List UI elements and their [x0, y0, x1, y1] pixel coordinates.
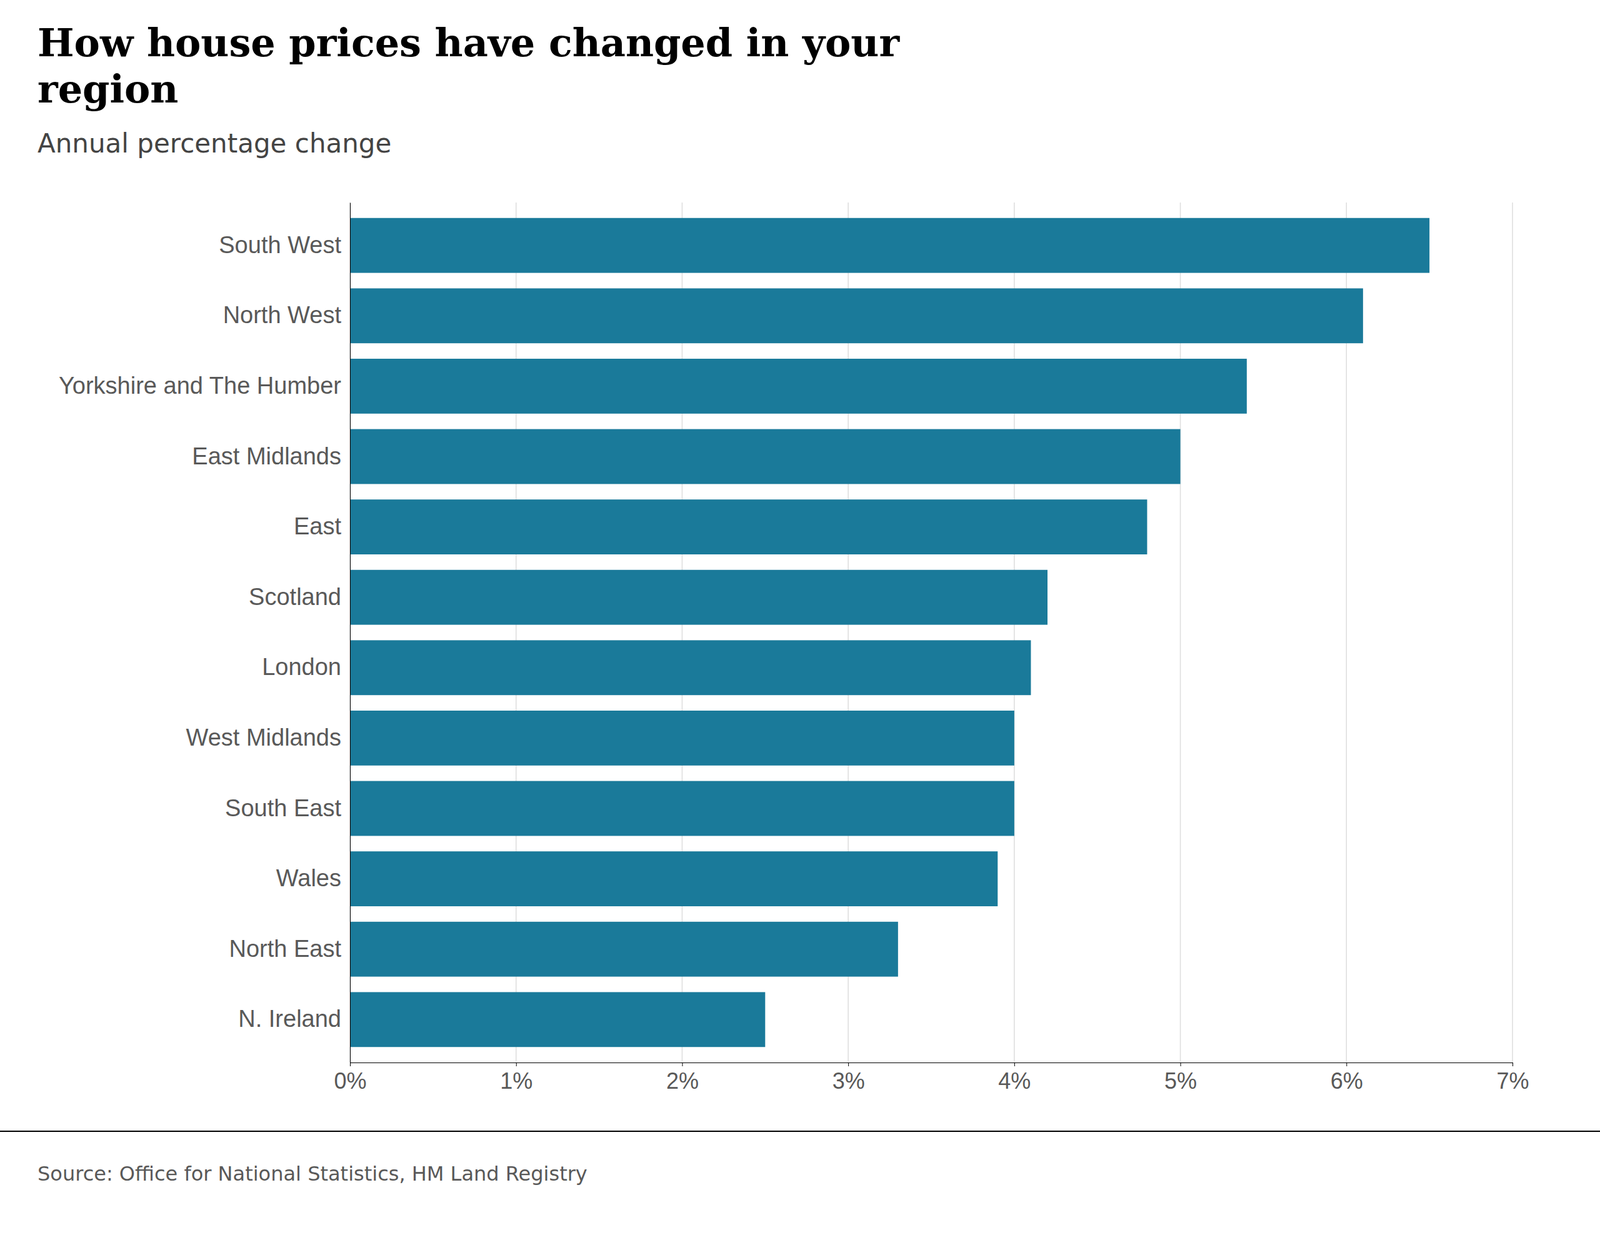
x-tick-label: 4%: [998, 1068, 1031, 1094]
y-tick-label: East: [293, 513, 342, 540]
y-tick-label: Scotland: [248, 583, 342, 610]
y-tick: N. Ireland: [238, 1005, 350, 1032]
x-tick-mark: [681, 1062, 683, 1067]
bar: [350, 781, 1015, 837]
bar: [350, 288, 1364, 344]
bar: [350, 218, 1430, 274]
y-tick-label: South West: [218, 231, 342, 259]
y-tick: West Midlands: [185, 724, 350, 751]
x-tick: 0%: [333, 1062, 367, 1094]
x-tick-label: 6%: [1330, 1068, 1364, 1094]
bars: [350, 218, 1430, 1047]
y-axis: South West North West Yorkshire and The Hu…: [58, 203, 351, 1064]
y-tick: South West: [218, 231, 350, 259]
x-tick-mark: [1512, 1062, 1514, 1067]
x-tick-mark: [1180, 1062, 1182, 1067]
y-tick-label: East Midlands: [191, 443, 342, 470]
grid-line: [1511, 202, 1514, 1063]
bar: [350, 851, 998, 907]
separator: [0, 1130, 1600, 1132]
y-tick: East: [293, 513, 350, 540]
x-tick-label: 1%: [500, 1068, 533, 1094]
y-tick: Wales: [276, 865, 350, 892]
x-axis-line: [350, 1062, 1514, 1064]
y-tick: Scotland: [248, 583, 350, 610]
x-tick-mark: [848, 1062, 849, 1067]
x-tick-label: 7%: [1496, 1068, 1529, 1094]
x-axis: 0% 1% 2% 3% 4% 5% 6% 7%: [333, 1062, 1529, 1094]
bar: [350, 570, 1048, 625]
grid: [350, 202, 1513, 1063]
y-tick: North West: [223, 301, 350, 329]
y-tick: North East: [228, 935, 350, 962]
y-tick-label: Yorkshire and The Humber: [58, 372, 342, 399]
bar: [350, 358, 1247, 414]
chart-root: How house prices have changed in yourreg…: [0, 0, 1600, 1250]
x-tick: 7%: [1496, 1062, 1529, 1094]
x-tick-mark: [350, 1062, 351, 1067]
x-tick-label: 2%: [666, 1068, 699, 1094]
bar: [350, 991, 765, 1047]
plot: 0% 1% 2% 3% 4% 5% 6% 7% South West North West York…: [58, 202, 1530, 1094]
bar: [350, 921, 899, 977]
y-tick-label: South East: [225, 795, 342, 822]
grid-line: [349, 202, 351, 1063]
x-tick-mark: [516, 1062, 517, 1067]
x-tick: 5%: [1164, 1062, 1197, 1094]
source: Source: Office for National Statistics, …: [37, 1161, 588, 1186]
x-tick-mark: [1346, 1062, 1347, 1067]
y-tick: South East: [225, 795, 350, 822]
x-tick-label: 3%: [832, 1068, 865, 1094]
bar: [350, 640, 1031, 695]
x-tick-label: 0%: [333, 1068, 367, 1094]
x-tick: 4%: [998, 1062, 1031, 1094]
x-tick: 3%: [832, 1062, 865, 1094]
y-tick: East Midlands: [191, 443, 350, 470]
subtitle: Annual percentage change: [37, 128, 392, 159]
y-tick-label: N. Ireland: [238, 1005, 342, 1032]
y-tick-label: North East: [228, 935, 342, 962]
y-tick: Yorkshire and The Humber: [58, 372, 350, 399]
y-tick-label: West Midlands: [185, 724, 342, 751]
x-tick: 6%: [1330, 1062, 1364, 1094]
x-tick: 2%: [666, 1062, 699, 1094]
bar: [350, 499, 1147, 555]
x-tick: 1%: [500, 1062, 533, 1094]
bar: [350, 710, 1015, 766]
x-tick-mark: [1014, 1062, 1015, 1067]
x-tick-label: 5%: [1164, 1068, 1197, 1094]
y-tick-label: North West: [223, 301, 342, 329]
bar: [350, 429, 1181, 485]
y-tick-label: Wales: [276, 865, 342, 892]
y-tick: London: [261, 653, 350, 680]
y-tick-label: London: [261, 653, 342, 680]
title: How house prices have changed in yourreg…: [37, 20, 900, 112]
y-axis-line: [350, 203, 351, 1064]
